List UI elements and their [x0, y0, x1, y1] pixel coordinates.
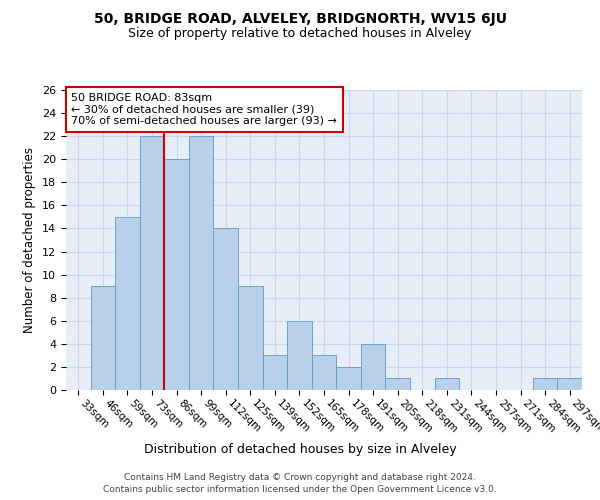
Bar	[533, 378, 557, 390]
Bar	[434, 378, 459, 390]
Bar	[115, 217, 140, 390]
Bar	[164, 159, 189, 390]
Bar	[140, 136, 164, 390]
Text: Size of property relative to detached houses in Alveley: Size of property relative to detached ho…	[128, 28, 472, 40]
Bar	[557, 378, 582, 390]
Text: Contains HM Land Registry data © Crown copyright and database right 2024.: Contains HM Land Registry data © Crown c…	[124, 472, 476, 482]
Y-axis label: Number of detached properties: Number of detached properties	[23, 147, 37, 333]
Bar	[91, 286, 115, 390]
Bar	[263, 356, 287, 390]
Bar	[385, 378, 410, 390]
Bar	[361, 344, 385, 390]
Text: Contains public sector information licensed under the Open Government Licence v3: Contains public sector information licen…	[103, 485, 497, 494]
Bar	[214, 228, 238, 390]
Text: 50, BRIDGE ROAD, ALVELEY, BRIDGNORTH, WV15 6JU: 50, BRIDGE ROAD, ALVELEY, BRIDGNORTH, WV…	[94, 12, 506, 26]
Text: 50 BRIDGE ROAD: 83sqm
← 30% of detached houses are smaller (39)
70% of semi-deta: 50 BRIDGE ROAD: 83sqm ← 30% of detached …	[71, 93, 337, 126]
Bar	[287, 321, 312, 390]
Text: Distribution of detached houses by size in Alveley: Distribution of detached houses by size …	[143, 442, 457, 456]
Bar	[312, 356, 336, 390]
Bar	[189, 136, 214, 390]
Bar	[336, 367, 361, 390]
Bar	[238, 286, 263, 390]
